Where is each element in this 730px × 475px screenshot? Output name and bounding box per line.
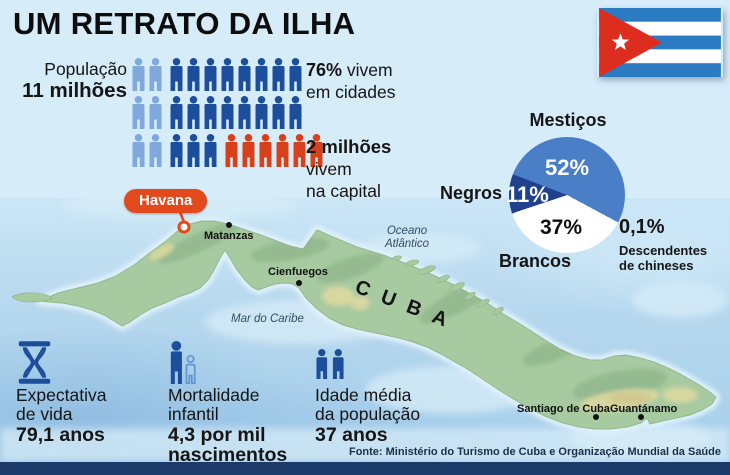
santiago-dot (593, 414, 599, 420)
infant-mortality-icon (168, 341, 318, 385)
ethnicity-pie-chart (509, 137, 625, 253)
person-icon-group (169, 134, 218, 167)
cuba-flag-icon (599, 8, 721, 77)
city-label-santiago: Santiago de Cuba (517, 403, 610, 415)
city-dots (226, 222, 644, 420)
page-title: UM RETRATO DA ILHA (13, 6, 356, 41)
city-label-matanzas: Matanzas (204, 230, 254, 242)
population-value: 11 milhões (22, 79, 127, 102)
population-label-block: População 11 milhões (0, 59, 127, 101)
population-pictogram (131, 58, 324, 172)
capital-line2: vivem (306, 159, 352, 179)
matanzas-dot (226, 222, 232, 228)
stat-line1: Idade média (315, 385, 412, 405)
pie-label-brancos: Brancos (498, 251, 572, 271)
person-icon-group (224, 134, 324, 167)
pie-label-negros: Negros (439, 183, 502, 203)
island-keys (11, 255, 504, 316)
stat-value2: nascimentos (168, 444, 288, 466)
cienfuegos-dot (296, 280, 302, 286)
person-icon-group (169, 58, 303, 91)
person-icon-group (169, 96, 303, 129)
pie-value-negros: 11% (506, 182, 549, 207)
cuba-map (11, 191, 728, 454)
pie-label-chineses-line2: de chineses (619, 258, 694, 273)
urban-text: vivem (346, 60, 393, 80)
urban-population-note: 76% vivem em cidades (306, 59, 396, 103)
city-label-cienfuegos: Cienfuegos (268, 266, 328, 278)
people-icon (315, 341, 465, 385)
person-icon-group (131, 96, 163, 129)
capital-line3: na capital (306, 181, 381, 201)
flag-star (611, 33, 630, 50)
ocean-line2: Atlântico (384, 238, 430, 250)
person-icon-group (131, 134, 163, 167)
stat-life-expectancy: Expectativa de vida 79,1 anos (16, 341, 166, 445)
population-label: População (44, 59, 127, 79)
stat-median-age: Idade média da população 37 anos (315, 341, 465, 445)
havana-pointer-line (178, 211, 186, 223)
capital-value: 2 milhões (306, 136, 392, 157)
stat-line2: da população (315, 403, 421, 424)
stat-line2: infantil (168, 403, 219, 424)
footer-bar (0, 462, 730, 475)
person-icon-group (131, 58, 163, 91)
stat-line1: Expectativa (16, 385, 107, 405)
urban-pct: 76% (306, 60, 343, 80)
havana-marker (177, 220, 191, 234)
capital-population-note: 2 milhões vivem na capital (306, 136, 391, 202)
stat-value: 4,3 por mil (168, 424, 266, 446)
ocean-line1: Oceano (386, 225, 428, 237)
havana-capital-pill: Havana (124, 189, 208, 213)
guantanamo-dot (638, 414, 644, 420)
pie-label-mesticos: Mestiços (529, 110, 607, 130)
stat-line2: de vida (16, 403, 73, 424)
stat-value: 37 anos (315, 424, 388, 446)
caribbean-sea-label: Mar do Caribe (231, 313, 304, 325)
stat-line1: Mortalidade (168, 385, 260, 405)
pie-value-mesticos: 52% (544, 155, 590, 180)
ocean-label: Oceano Atlântico (368, 225, 446, 251)
pie-label-chineses-line1: Descendentes (619, 243, 708, 258)
pie-value-brancos: 37% (540, 216, 583, 239)
stat-infant-mortality: Mortalidade infantil 4,3 por mil nascime… (168, 341, 318, 465)
stat-value: 79,1 anos (16, 424, 105, 446)
city-label-guantanamo: Guantánamo (610, 403, 678, 415)
hourglass-icon (16, 341, 166, 385)
pie-value-chineses: 0,1% (619, 216, 665, 238)
urban-line2: em cidades (306, 82, 396, 102)
source-credit: Fonte: Ministério do Turismo de Cuba e O… (348, 446, 721, 458)
